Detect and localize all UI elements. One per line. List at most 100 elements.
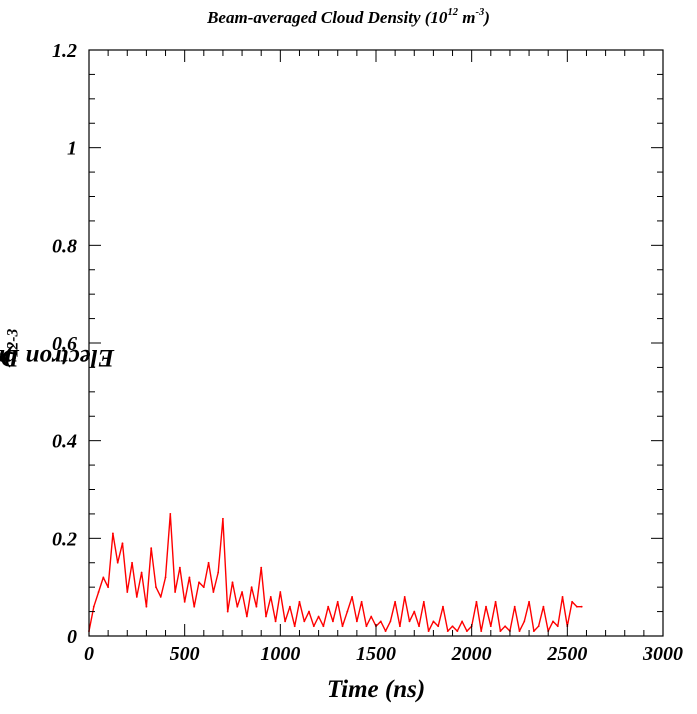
series-point-0-65 — [399, 625, 401, 628]
series-point-0-102 — [576, 605, 578, 608]
series-point-0-74 — [442, 605, 444, 608]
series-point-0-33 — [245, 615, 248, 618]
series-point-0-61 — [379, 620, 382, 623]
series-point-0-46 — [308, 610, 310, 613]
series-point-0-2 — [97, 591, 100, 593]
series-point-0-85 — [494, 600, 497, 603]
series-point-0-49 — [322, 625, 325, 628]
series-point-0-86 — [499, 630, 502, 633]
series-point-0-97 — [552, 620, 554, 623]
series-point-0-6 — [116, 561, 119, 564]
series-point-0-63 — [389, 620, 392, 623]
series-point-0-40 — [279, 591, 282, 593]
series-point-0-14 — [155, 586, 157, 589]
series-point-0-35 — [255, 605, 258, 608]
x-tick-label: 500 — [170, 643, 200, 665]
x-tick-label: 2000 — [451, 643, 492, 665]
series-point-0-17 — [169, 513, 172, 515]
series-point-0-81 — [475, 600, 478, 603]
series-point-0-36 — [260, 566, 263, 569]
series-point-0-76 — [451, 625, 454, 628]
series-point-0-101 — [571, 600, 574, 603]
series-point-0-30 — [231, 581, 234, 584]
series-point-0-69 — [418, 625, 420, 628]
series-point-0-25 — [207, 561, 210, 564]
series-point-0-10 — [135, 596, 138, 598]
series-point-0-72 — [432, 620, 435, 623]
series-point-0-87 — [504, 625, 507, 628]
series-point-0-98 — [556, 625, 559, 628]
series-point-0-52 — [336, 600, 339, 603]
series-point-0-11 — [140, 571, 143, 574]
x-tick-label: 1500 — [356, 643, 396, 665]
series-point-0-37 — [265, 615, 267, 618]
series-point-0-51 — [332, 620, 334, 623]
series-point-0-7 — [121, 542, 124, 545]
x-tick-label: 1000 — [260, 643, 300, 665]
series-point-0-13 — [150, 547, 153, 549]
series-point-0-19 — [178, 566, 181, 569]
y-tick-label: 0.2 — [52, 528, 77, 550]
y-tick-label: 0.6 — [52, 333, 77, 355]
series-point-0-29 — [226, 610, 229, 613]
x-tick-label: 3000 — [642, 643, 683, 665]
series-point-0-21 — [188, 576, 191, 579]
series-point-0-12 — [145, 605, 148, 608]
series-point-0-8 — [126, 591, 129, 593]
series-point-0-68 — [413, 610, 416, 613]
chart-title: Beam-averaged Cloud Density (1012 m-3) — [207, 7, 490, 27]
series-point-0-31 — [236, 605, 239, 608]
series-point-0-28 — [222, 517, 224, 520]
series-point-0-42 — [289, 605, 291, 608]
series-point-0-53 — [341, 625, 344, 628]
series-point-0-43 — [293, 625, 296, 628]
series-point-0-71 — [427, 630, 430, 633]
series-point-0-89 — [513, 605, 516, 608]
series-point-0-48 — [317, 615, 320, 618]
x-tick-label: 0 — [84, 643, 94, 665]
series-point-0-41 — [284, 620, 287, 623]
series-point-0-9 — [131, 561, 133, 564]
series-point-0-84 — [489, 625, 492, 628]
series-point-0-15 — [159, 596, 162, 598]
series-point-0-55 — [351, 596, 353, 598]
series-point-0-16 — [164, 576, 167, 579]
series-point-0-82 — [480, 630, 483, 633]
series-point-0-75 — [446, 630, 449, 633]
series-point-0-99 — [561, 596, 564, 598]
series-point-0-26 — [212, 591, 215, 593]
series-point-0-70 — [422, 600, 425, 603]
plot-frame — [88, 49, 664, 637]
series-point-0-79 — [465, 630, 468, 633]
y-tick-label: 1 — [67, 138, 77, 160]
x-tick-label: 2500 — [546, 643, 587, 665]
series-point-0-3 — [102, 576, 105, 579]
series-point-0-90 — [518, 630, 521, 633]
series-point-0-38 — [269, 596, 272, 598]
series-point-0-77 — [456, 630, 459, 633]
series-point-0-73 — [437, 625, 440, 628]
series-point-0-5 — [112, 532, 114, 535]
series-point-0-39 — [274, 620, 277, 623]
series-point-0-1 — [92, 605, 95, 608]
series-point-0-59 — [370, 615, 373, 618]
series-point-0-50 — [327, 605, 330, 608]
series-point-0-45 — [303, 620, 306, 623]
series-point-0-18 — [174, 591, 177, 593]
series-point-0-23 — [198, 581, 200, 584]
series-point-0-4 — [107, 586, 110, 589]
series-point-0-93 — [532, 630, 535, 633]
series-point-0-91 — [523, 620, 526, 623]
series-point-0-95 — [542, 605, 545, 608]
series-point-0-94 — [537, 625, 540, 628]
series-point-0-67 — [408, 620, 411, 623]
series-point-0-66 — [403, 596, 406, 598]
series-point-0-32 — [241, 591, 243, 593]
series-point-0-20 — [183, 600, 186, 603]
series-point-0-27 — [217, 571, 220, 574]
series-point-0-44 — [298, 600, 301, 603]
series-point-0-24 — [202, 586, 205, 589]
series-point-0-78 — [461, 620, 463, 623]
series-point-0-58 — [365, 625, 368, 628]
series-point-0-103 — [580, 605, 583, 608]
